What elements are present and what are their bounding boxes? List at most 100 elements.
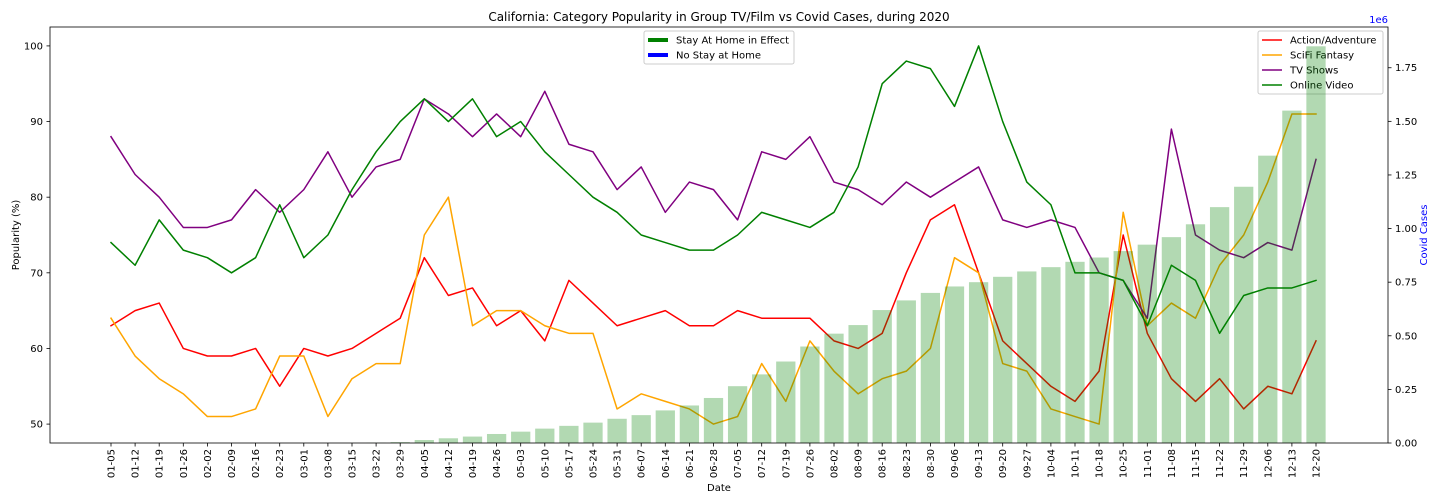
legend-item-online-video: Online Video xyxy=(1262,81,1353,92)
covid-cases-bar xyxy=(1065,261,1085,443)
covid-cases-bar xyxy=(703,397,724,443)
covid-cases-bar xyxy=(486,433,507,443)
series-legend: Action/Adventure SciFi Fantasy TV Shows Onl… xyxy=(1257,30,1384,95)
x-tick-label: 06-07 xyxy=(637,449,648,478)
x-tick-label: 03-22 xyxy=(372,449,383,478)
x-tick-label: 07-26 xyxy=(805,449,816,478)
y-tick-label: 80 xyxy=(30,193,43,204)
covid-cases-bar xyxy=(1234,186,1254,443)
y-axis-ticks: 50 60 70 80 90 100 xyxy=(24,41,50,431)
x-tick-label: 05-31 xyxy=(613,449,624,478)
y2-axis-label: Covid Cases xyxy=(1419,204,1430,265)
covid-cases-bar xyxy=(1209,207,1230,443)
y2-tick-label: 1.00 xyxy=(1395,224,1417,235)
y-tick-label: 50 xyxy=(30,420,43,431)
series-line-scifi-fantasy xyxy=(109,113,1317,425)
x-tick-label: 07-19 xyxy=(781,449,792,478)
covid-cases-bar xyxy=(438,438,459,443)
y2-tick-label: 0.25 xyxy=(1395,385,1417,396)
x-tick-label: 03-29 xyxy=(396,449,407,478)
y2-axis-ticks: 0.00 0.25 0.50 0.75 1.00 1.25 1.50 1.75 xyxy=(1388,63,1417,450)
covid-cases-bar xyxy=(968,282,989,443)
covid-cases-bar xyxy=(944,286,965,443)
chart-title: California: Category Popularity in Group… xyxy=(488,10,949,24)
covid-cases-bar xyxy=(872,310,892,443)
covid-cases-bar xyxy=(896,300,916,443)
covid-cases-bar xyxy=(1185,224,1206,443)
legend-box xyxy=(643,30,795,65)
series-line-online-video xyxy=(109,45,1317,335)
covid-cases-bar xyxy=(1041,267,1061,443)
plot-background xyxy=(50,27,1388,443)
legend-label: Online Video xyxy=(1290,81,1353,92)
x-tick-label: 11-22 xyxy=(1215,449,1226,478)
y2-tick-label: 0.75 xyxy=(1395,278,1417,289)
x-tick-label: 04-12 xyxy=(444,449,455,478)
x-tick-label: 02-16 xyxy=(251,449,262,478)
x-tick-label: 07-12 xyxy=(757,449,768,478)
y-tick-label: 100 xyxy=(24,41,43,52)
x-tick-label: 04-05 xyxy=(420,449,431,478)
x-tick-label: 03-15 xyxy=(348,449,359,478)
x-tick-label: 06-14 xyxy=(661,449,672,478)
x-tick-label: 04-26 xyxy=(492,449,503,478)
covid-cases-bar xyxy=(776,361,796,443)
y2-tick-label: 1.75 xyxy=(1395,63,1417,74)
x-tick-label: 03-01 xyxy=(299,449,310,478)
y-tick-label: 60 xyxy=(30,344,43,355)
legend-label: Action/Adventure xyxy=(1290,36,1376,47)
stay-at-home-legend: Stay At Home in Effect No Stay at Home xyxy=(643,30,795,65)
x-tick-label: 06-21 xyxy=(685,449,696,478)
x-tick-label: 08-09 xyxy=(854,449,865,478)
x-tick-label: 08-23 xyxy=(902,449,913,478)
x-tick-label: 05-17 xyxy=(564,449,575,478)
x-tick-label: 10-25 xyxy=(1119,449,1130,478)
covid-cases-bar xyxy=(752,374,772,443)
x-tick-label: 02-02 xyxy=(203,449,214,478)
x-tick-label: 06-28 xyxy=(709,449,720,478)
plot-frame xyxy=(49,26,1389,444)
covid-cases-bar xyxy=(824,333,844,443)
series-layer xyxy=(109,45,1317,425)
legend-item-action-adventure: Action/Adventure xyxy=(1262,36,1376,47)
y-tick-label: 90 xyxy=(30,117,43,128)
x-axis-ticks: 01-05 01-12 01-19 01-26 02-02 02-09 02-16 02-23… xyxy=(107,443,1323,478)
x-tick-label: 09-13 xyxy=(974,449,985,478)
legend-label: No Stay at Home xyxy=(676,51,761,62)
covid-cases-bar xyxy=(655,410,675,443)
y2-tick-label: 0.50 xyxy=(1395,331,1417,342)
legend-label: SciFi Fantasy xyxy=(1290,51,1354,62)
x-tick-label: 09-06 xyxy=(950,449,961,478)
x-tick-label: 04-19 xyxy=(468,449,479,478)
x-tick-label: 09-27 xyxy=(1022,449,1033,478)
x-tick-label: 11-08 xyxy=(1167,449,1178,478)
covid-cases-bar xyxy=(1137,244,1157,443)
y2-tick-label: 1.25 xyxy=(1395,170,1417,181)
covid-cases-bar xyxy=(583,422,603,443)
x-tick-label: 10-04 xyxy=(1046,449,1057,478)
covid-cases-bar xyxy=(1306,46,1326,444)
legend-label: TV Shows xyxy=(1289,66,1338,77)
covid-cases-bar xyxy=(535,428,555,443)
x-tick-label: 09-20 xyxy=(998,449,1009,478)
x-tick-label: 12-13 xyxy=(1287,449,1298,478)
x-tick-label: 01-26 xyxy=(179,449,190,478)
covid-cases-bar xyxy=(848,325,868,443)
covid-cases-bar xyxy=(920,292,941,443)
y2-tick-label: 1.50 xyxy=(1395,117,1417,128)
covid-cases-bar xyxy=(1161,237,1182,443)
x-tick-label: 08-16 xyxy=(878,449,889,478)
x-tick-label: 11-15 xyxy=(1191,449,1202,478)
x-tick-label: 02-09 xyxy=(227,449,238,478)
covid-cases-bar xyxy=(414,440,434,443)
legend-item-stay-at-home-in-effect: Stay At Home in Effect xyxy=(648,36,789,47)
x-tick-label: 11-29 xyxy=(1239,449,1250,478)
covid-cases-bar xyxy=(607,418,627,443)
x-tick-label: 12-20 xyxy=(1312,449,1323,478)
y-axis-label: Popularity (%) xyxy=(11,200,22,271)
x-tick-label: 05-03 xyxy=(516,449,527,478)
x-axis-label: Date xyxy=(707,483,731,494)
covid-cases-bar xyxy=(1282,110,1302,443)
x-tick-label: 07-05 xyxy=(733,449,744,478)
